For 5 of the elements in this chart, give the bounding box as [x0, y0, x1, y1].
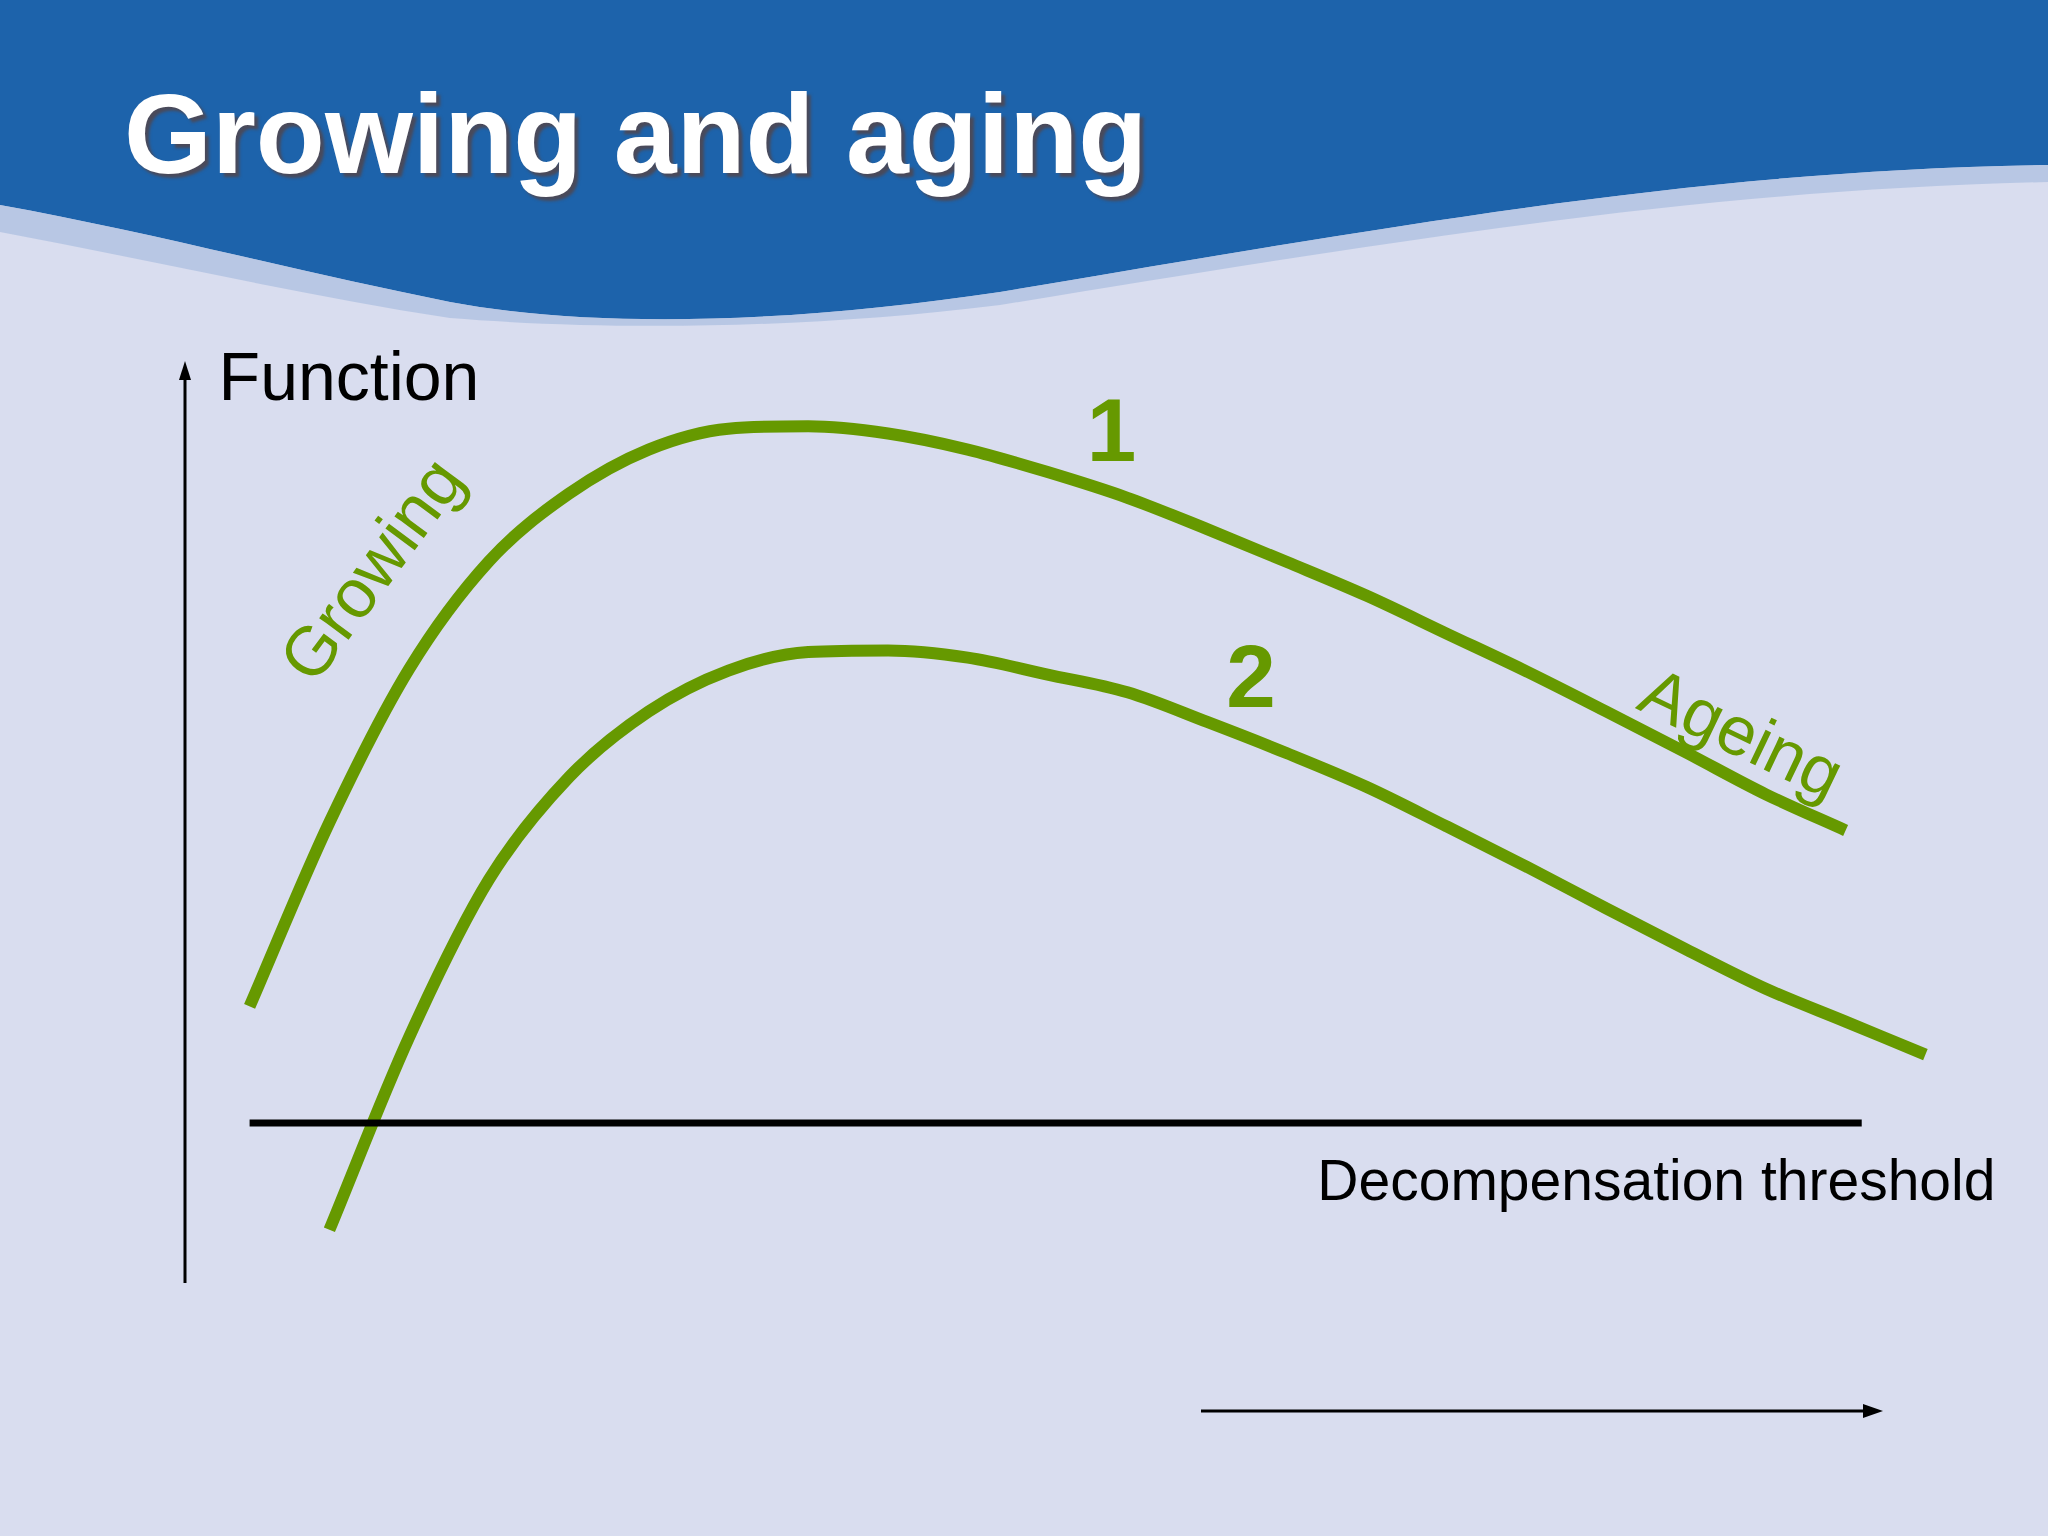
series-label: 1	[1086, 379, 1137, 480]
ref-line-label: Decompensation threshold	[1317, 1147, 1996, 1212]
chart-title: Growing and aging	[124, 71, 1148, 197]
y-axis-title: Function	[218, 338, 480, 414]
series-label: 2	[1226, 626, 1276, 727]
